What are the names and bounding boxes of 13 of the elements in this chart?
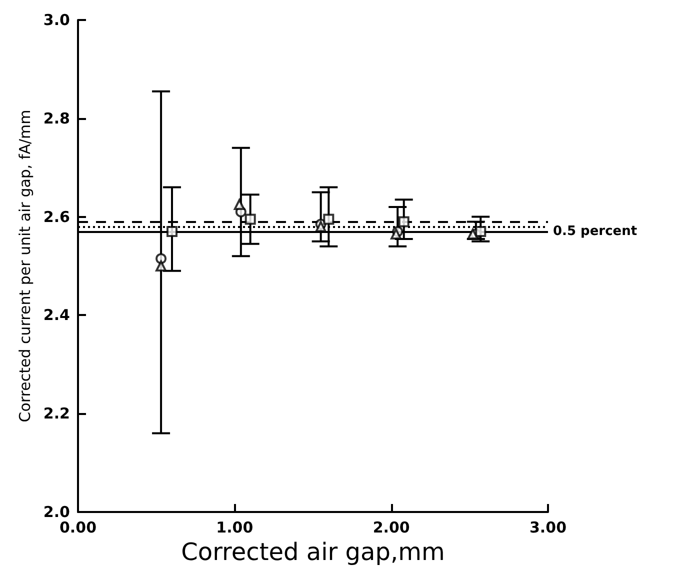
y-axis-title: Corrected current per unit air gap, fA/mm <box>16 110 34 422</box>
y-tick-label: 2.2 <box>43 404 70 423</box>
y-tick-label: 3.0 <box>43 11 70 29</box>
ref-line-label: 0.5 percent <box>553 224 638 240</box>
x-tick-label: 0.00 <box>59 518 97 536</box>
x-tick-label: 2.00 <box>372 518 410 536</box>
x-tick-label: 1.00 <box>216 518 254 536</box>
y-tick-label: 2.6 <box>43 208 70 226</box>
x-tick-label: 3.00 <box>529 518 567 536</box>
y-tick-label: 2.0 <box>43 503 70 521</box>
y-tick-label: 2.4 <box>43 306 70 324</box>
y-tick-label: 2.8 <box>43 109 70 128</box>
x-axis-title: Corrected air gap,mm <box>181 538 445 566</box>
